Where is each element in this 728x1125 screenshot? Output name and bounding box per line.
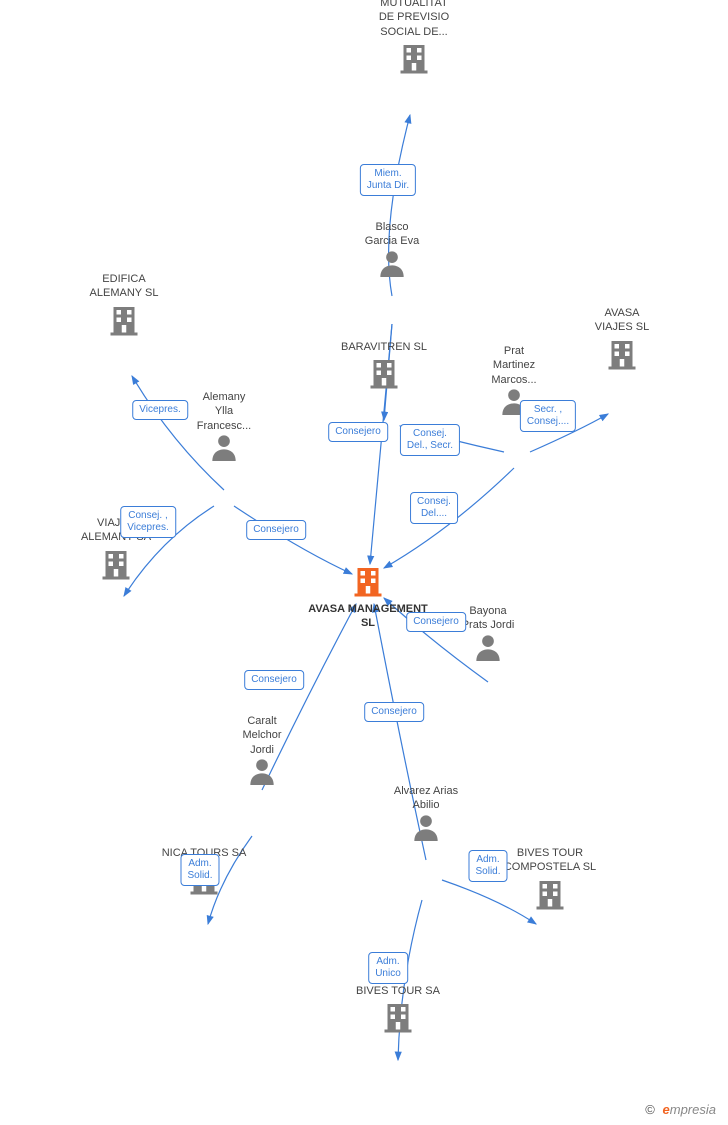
node-label: PratMartinezMarcos... <box>454 344 574 387</box>
edge-label: Consej. ,Vicepres. <box>120 506 176 538</box>
person-icon <box>474 633 502 661</box>
building-icon <box>98 545 134 581</box>
person-icon <box>210 433 238 461</box>
company-node[interactable]: EDIFICAALEMANY SL <box>64 268 184 337</box>
copyright-symbol: © <box>645 1102 655 1117</box>
company-node[interactable]: BIVES TOUR SA <box>338 980 458 1034</box>
edge-label: Consejero <box>364 702 424 722</box>
node-label: EDIFICAALEMANY SL <box>64 272 184 301</box>
edge-label: Consejero <box>246 520 306 540</box>
company-node[interactable]: BARAVITREN SL <box>324 336 444 390</box>
watermark: © empresia <box>645 1102 716 1117</box>
person-node[interactable]: CaraltMelchorJordi <box>202 710 322 785</box>
node-label: BIVES TOURCOMPOSTELA SL <box>490 846 610 875</box>
company-node[interactable]: MUTUALITATDE PREVISIOSOCIAL DE... <box>354 0 474 75</box>
person-node[interactable]: BlascoGarcia Eva <box>332 216 452 277</box>
node-label: Alvarez AriasAbilio <box>366 784 486 813</box>
node-label: BIVES TOUR SA <box>338 984 458 998</box>
node-label: MUTUALITATDE PREVISIOSOCIAL DE... <box>354 0 474 39</box>
person-icon <box>412 813 440 841</box>
building-icon <box>350 562 386 598</box>
edge-label: Consejero <box>328 422 388 442</box>
brand-rest: mpresia <box>670 1102 716 1117</box>
edge-label: Consejero <box>406 612 466 632</box>
edge-label: Adm.Solid. <box>180 854 219 886</box>
node-label: BlascoGarcia Eva <box>332 220 452 249</box>
node-label: CaraltMelchorJordi <box>202 714 322 757</box>
edge-label: Consejero <box>244 670 304 690</box>
edge-label: Adm.Unico <box>368 952 408 984</box>
person-icon <box>248 757 276 785</box>
building-icon <box>380 998 416 1034</box>
building-icon <box>532 875 568 911</box>
building-icon <box>604 335 640 371</box>
building-icon <box>366 354 402 390</box>
company-node[interactable]: BIVES TOURCOMPOSTELA SL <box>490 842 610 911</box>
person-icon <box>378 249 406 277</box>
edge-label: Secr. ,Consej.... <box>520 400 576 432</box>
node-label: BARAVITREN SL <box>324 340 444 354</box>
edge-label: Consej.Del.... <box>410 492 458 524</box>
building-icon <box>106 301 142 337</box>
edge-label: Vicepres. <box>132 400 188 420</box>
brand-first-letter: e <box>663 1102 670 1117</box>
edge-label: Miem.Junta Dir. <box>360 164 416 196</box>
building-icon <box>396 39 432 75</box>
edge-label: Adm.Solid. <box>468 850 507 882</box>
node-label: AVASAVIAJES SL <box>562 306 682 335</box>
person-node[interactable]: Alvarez AriasAbilio <box>366 780 486 841</box>
company-node[interactable]: AVASAVIAJES SL <box>562 302 682 371</box>
edge-label: Consej.Del., Secr. <box>400 424 460 456</box>
person-node[interactable]: AlemanyYllaFrancesc... <box>164 386 284 461</box>
diagram-canvas: AVASA MANAGEMENT SLMUTUALITATDE PREVISIO… <box>0 0 728 1125</box>
